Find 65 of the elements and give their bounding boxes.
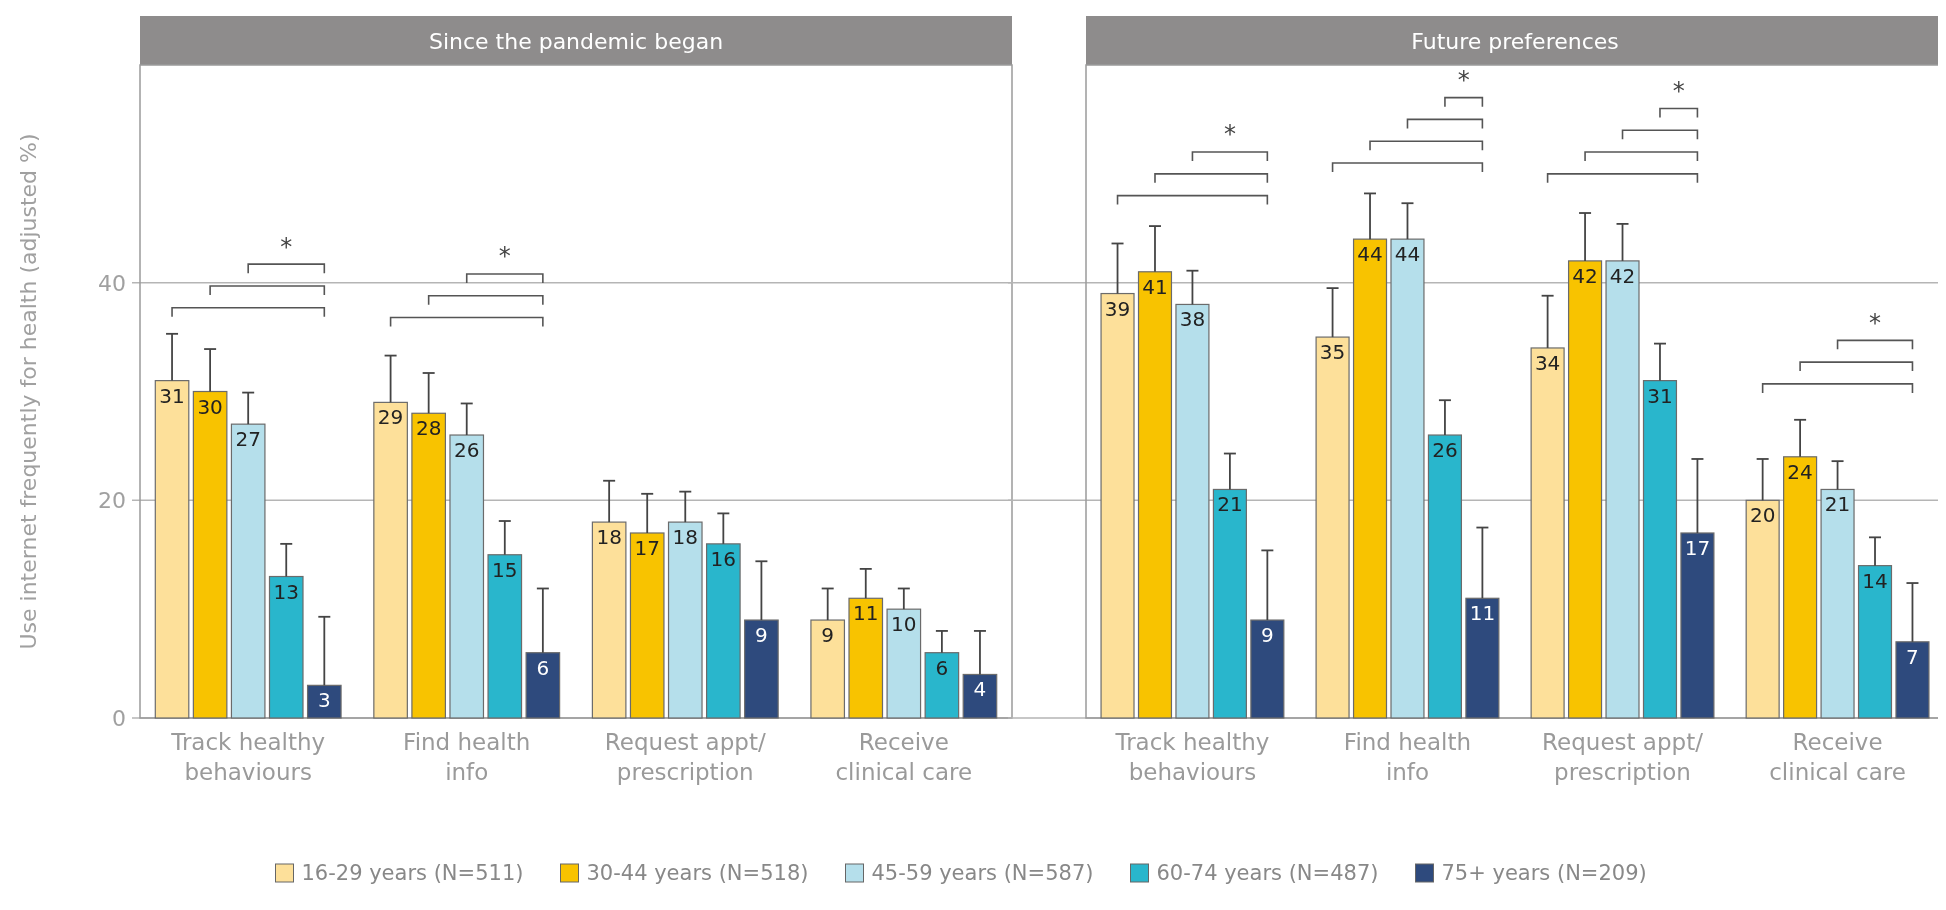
data-label: 9 [821, 623, 835, 648]
x-tick-label: Request appt/ prescription [604, 729, 766, 785]
annotation: * [280, 232, 293, 261]
data-label: 35 [1319, 340, 1346, 365]
x-tick-label: Find health info [1343, 729, 1472, 785]
data-label: 34 [1534, 350, 1561, 375]
annotation: * [498, 242, 511, 271]
annotation: * [1223, 120, 1236, 149]
y-axis-title: Use internet frequently for health (adjusted %) [16, 133, 41, 650]
annotation: * [1457, 66, 1470, 95]
x-tick-label: Find health info [403, 729, 531, 785]
x-tick-label: Request appt/ prescription [1542, 729, 1704, 785]
data-label: 14 [1862, 568, 1888, 593]
data-label: 28 [415, 416, 442, 441]
data-label: 15 [492, 557, 518, 582]
data-label: 29 [377, 405, 404, 430]
data-label: 31 [159, 383, 185, 408]
chart-title: Since the pandemic began [428, 28, 724, 54]
legend-label: 75+ years (N=209) [1441, 861, 1647, 885]
data-label: 39 [1104, 296, 1131, 321]
annotation: * [1672, 76, 1685, 105]
data-label: 24 [1787, 459, 1813, 484]
data-label: 11 [853, 601, 879, 626]
data-label: 44 [1394, 242, 1421, 267]
annotation: * [1869, 308, 1882, 337]
data-label: 31 [1647, 383, 1673, 408]
data-label: 41 [1142, 274, 1168, 299]
x-tick-label: Track healthy behaviours [170, 729, 326, 785]
data-label: 26 [1432, 438, 1458, 463]
data-label: 26 [454, 438, 480, 463]
data-label: 18 [596, 525, 622, 550]
data-label: 38 [1179, 307, 1206, 332]
legend-label: 16-29 years (N=511) [301, 861, 524, 885]
data-label: 6 [536, 655, 550, 680]
data-label: 10 [891, 612, 917, 637]
data-label: 9 [1260, 623, 1274, 648]
data-label: 3 [317, 688, 331, 713]
x-tick-label: Receive clinical care [835, 729, 973, 785]
data-label: 18 [672, 525, 698, 550]
data-label: 17 [634, 535, 660, 560]
data-label: 16 [710, 546, 737, 571]
data-label: 11 [1469, 601, 1496, 626]
data-label: 21 [1217, 492, 1243, 517]
data-label: 13 [273, 579, 299, 604]
data-label: 30 [197, 394, 223, 419]
data-label: 9 [755, 623, 768, 648]
data-label: 27 [235, 427, 261, 452]
y-tick-label: 20 [98, 488, 126, 514]
data-label: 42 [1609, 263, 1636, 288]
data-label: 4 [973, 677, 987, 702]
y-tick-label: 0 [112, 706, 126, 731]
data-label: 6 [935, 655, 949, 680]
data-label: 21 [1824, 492, 1851, 517]
chart-title: Future preferences [1411, 28, 1619, 54]
legend-label: 45-59 years (N=587) [871, 861, 1094, 885]
x-tick-label: Track healthy behaviours [1114, 729, 1270, 785]
x-tick-label: Receive clinical care [1769, 729, 1906, 785]
data-label: 20 [1749, 503, 1776, 528]
y-tick-label: 40 [98, 270, 126, 296]
data-label: 17 [1684, 535, 1711, 560]
legend-label: 30-44 years (N=518) [586, 861, 809, 885]
data-label: 44 [1357, 242, 1383, 267]
data-label: 7 [1906, 644, 1919, 669]
data-label: 42 [1572, 263, 1598, 288]
legend-label: 60-74 years (N=487) [1156, 861, 1379, 885]
